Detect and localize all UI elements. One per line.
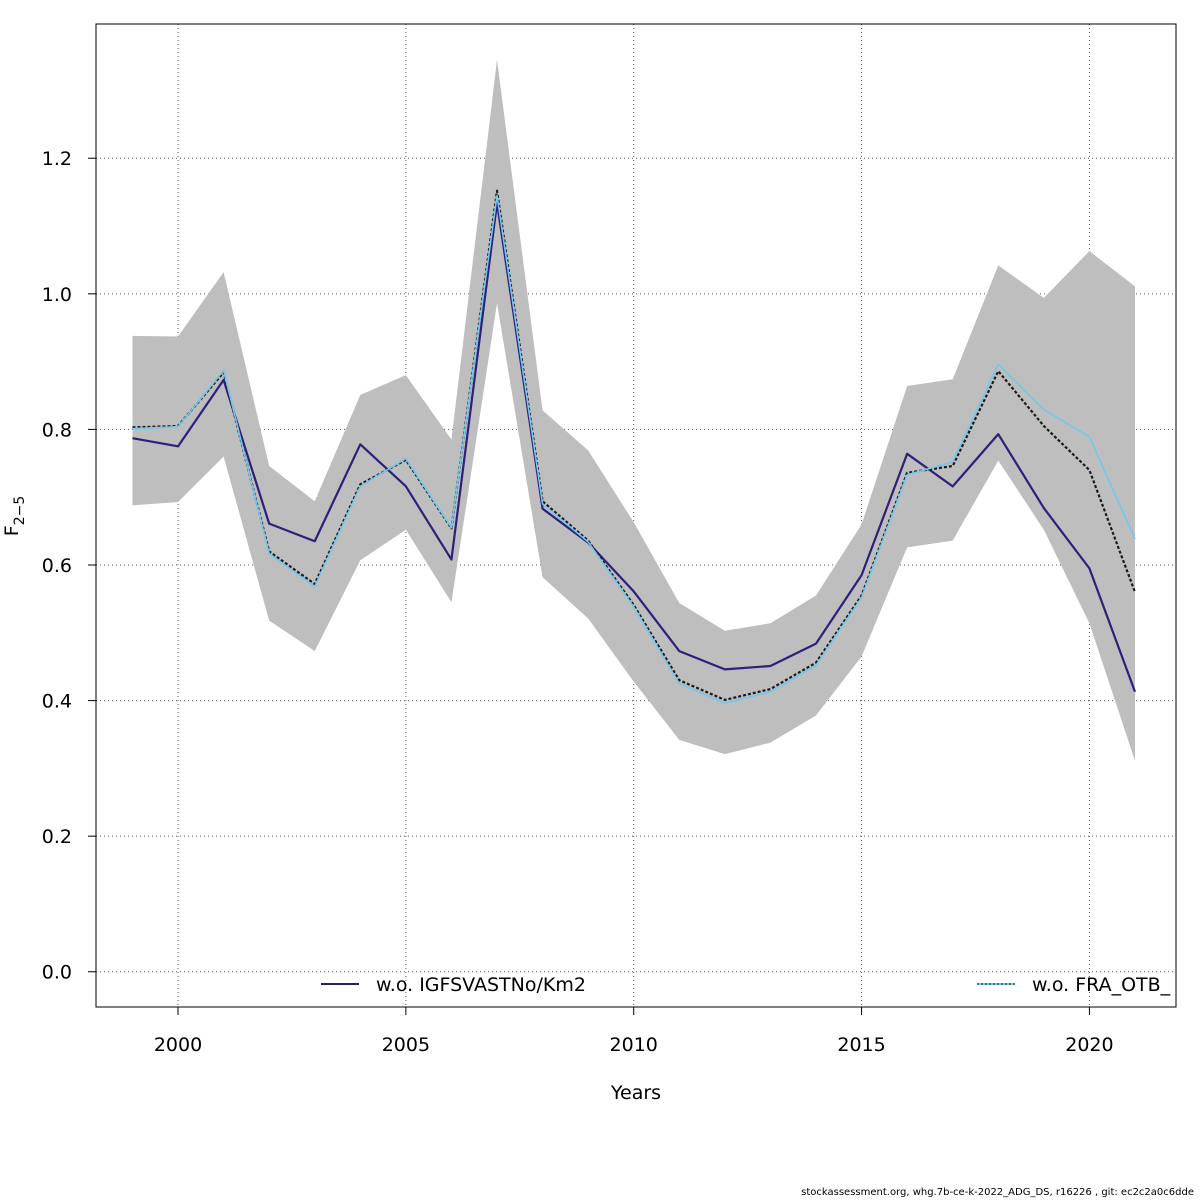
y-axis: 0.0 0.2 0.4 0.6 0.8 1.0 1.2 <box>42 148 97 984</box>
legend-label-igfsvast: w.o. IGFSVASTNo/Km2 <box>376 974 586 996</box>
legend: w.o. IGFSVASTNo/Km2 w.o. FRA_OTB_ <box>321 974 1171 996</box>
series-line-base <box>132 189 1137 701</box>
confidence-band <box>132 59 1135 761</box>
x-axis: 2000 2005 2010 2015 2020 <box>154 1006 1114 1056</box>
x-tick-label: 2000 <box>154 1034 202 1056</box>
y-tick-label: 0.4 <box>42 691 72 713</box>
series-line-fra-otb <box>132 194 1136 705</box>
y-tick-label: 0.6 <box>42 555 72 577</box>
y-axis-title-subscript: 2−5 <box>12 496 28 526</box>
footer-credit: stockassessment.org, whg.7b-ce-k-2022_AD… <box>801 1187 1194 1198</box>
y-axis-title: F2−5 <box>1 496 28 536</box>
series-line-igfsvast <box>132 201 1137 693</box>
y-tick-label: 0.0 <box>42 962 72 984</box>
y-tick-label: 0.2 <box>42 826 72 848</box>
x-axis-title: Years <box>610 1082 661 1104</box>
confidence-band-layer <box>132 59 1135 761</box>
x-tick-label: 2005 <box>382 1034 430 1056</box>
x-tick-label: 2020 <box>1065 1034 1113 1056</box>
x-tick-label: 2010 <box>610 1034 658 1056</box>
y-tick-label: 1.0 <box>42 284 72 306</box>
y-axis-title-main: F <box>1 525 23 536</box>
legend-item-fra-otb: w.o. FRA_OTB_ <box>977 974 1171 996</box>
x-tick-label: 2015 <box>837 1034 885 1056</box>
legend-item-igfsvast: w.o. IGFSVASTNo/Km2 <box>321 974 586 996</box>
legend-label-fra-otb: w.o. FRA_OTB_ <box>1032 974 1171 996</box>
series-lines <box>132 189 1137 705</box>
y-tick-label: 0.8 <box>42 419 72 441</box>
y-tick-label: 1.2 <box>42 148 72 170</box>
